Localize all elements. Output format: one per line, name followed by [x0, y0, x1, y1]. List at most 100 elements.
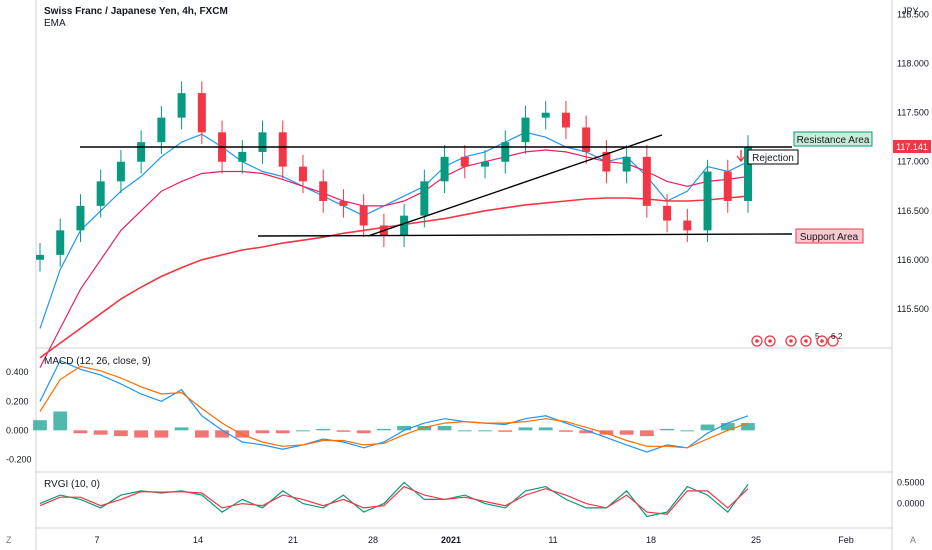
event-marker-dot: [820, 339, 824, 343]
candle-body: [258, 132, 267, 152]
event-marker-icon[interactable]: [816, 335, 828, 347]
symbol-title: Swiss Franc / Japanese Yen, 4h, FXCM: [44, 6, 228, 17]
event-marker-icon[interactable]: [827, 335, 839, 347]
ema-line-2: [39, 149, 749, 368]
macd-histogram-bar: [579, 430, 594, 434]
macd-histogram-bar: [639, 430, 654, 437]
auto-scale-icon[interactable]: A: [910, 535, 916, 545]
time-tick-label: 28: [368, 535, 378, 545]
candle-body: [683, 220, 692, 231]
macd-label[interactable]: MACD (12, 26, close, 9): [44, 356, 151, 367]
macd-tick-label: 0.200: [6, 396, 29, 406]
rvgi-line: [39, 481, 749, 518]
candle-body: [56, 230, 65, 255]
macd-histogram-bar: [356, 430, 371, 434]
rvgi-pane[interactable]: [39, 481, 749, 518]
price-tick-label: 117.500: [897, 108, 929, 118]
time-tick-label: 21: [288, 535, 298, 545]
macd-histogram-bar: [73, 430, 88, 434]
rejection-label: Rejection: [752, 153, 794, 164]
price-tick-label: 117.000: [897, 157, 929, 167]
price-tick-label: 118.500: [897, 10, 929, 20]
macd-histogram-bar: [437, 425, 452, 431]
event-marker-dot: [789, 339, 793, 343]
candle-body: [622, 156, 631, 172]
event-marker-count: 5: [815, 332, 820, 341]
rvgi-signal-line: [39, 485, 749, 515]
time-tick-label: 25: [751, 535, 761, 545]
candle-body: [582, 127, 591, 152]
macd-histogram-bar: [336, 430, 351, 432]
candle-body: [420, 181, 429, 216]
macd-histogram-bar: [660, 428, 674, 431]
event-marker-icon[interactable]: [785, 335, 797, 347]
macd-histogram-bar: [397, 425, 411, 431]
candle-body: [238, 151, 247, 162]
price-tick-label: 118.000: [897, 59, 929, 69]
macd-histogram-bar: [518, 427, 533, 431]
event-markers[interactable]: 5 6 2: [751, 332, 843, 347]
indicator-label[interactable]: EMA: [44, 18, 66, 29]
candle-body: [319, 181, 328, 201]
candle-body: [137, 142, 146, 162]
candle-body: [460, 156, 469, 167]
candle-body: [197, 93, 206, 133]
rejection-label-box[interactable]: [747, 149, 799, 165]
macd-pane[interactable]: [33, 359, 755, 453]
candle-body: [96, 181, 105, 206]
event-marker-dot: [755, 339, 759, 343]
time-tick-label: 18: [646, 535, 656, 545]
candle-body: [278, 132, 287, 167]
trend-line[interactable]: [367, 134, 663, 237]
candle-body: [298, 166, 307, 182]
event-marker-icon[interactable]: [800, 335, 812, 347]
macd-line: [39, 359, 749, 453]
macd-histogram-bar: [700, 424, 715, 431]
candle-body: [339, 200, 348, 206]
macd-histogram-bar: [377, 428, 391, 431]
zoom-icon[interactable]: Z: [6, 535, 12, 545]
candle-body: [359, 205, 368, 226]
candle-body: [642, 156, 651, 206]
macd-histogram-bar: [134, 430, 149, 438]
event-marker-icon[interactable]: [751, 335, 763, 347]
macd-histogram-bar: [235, 430, 250, 438]
event-marker-icon[interactable]: [764, 335, 776, 347]
candle-body: [521, 117, 530, 143]
rvgi-tick-label: 0.5000: [897, 477, 925, 487]
rvgi-label[interactable]: RVGI (10, 0): [44, 479, 100, 490]
candle-body: [400, 215, 409, 236]
event-marker-count: 2: [838, 332, 843, 341]
price-axis[interactable]: 115.500 116.000 116.500 117.000 117.500 118.0…: [6, 10, 929, 509]
macd-tick-label: -0.200: [6, 454, 32, 464]
macd-histogram-bar: [498, 430, 513, 432]
support-line[interactable]: [257, 233, 793, 237]
candle-body: [481, 161, 490, 167]
macd-histogram-bar: [53, 411, 68, 431]
macd-histogram-bar: [174, 427, 189, 431]
candle-body: [157, 117, 166, 143]
macd-histogram-bar: [33, 420, 47, 431]
macd-histogram-bar: [619, 430, 634, 435]
macd-histogram-bar: [680, 430, 695, 432]
macd-histogram-bar: [599, 430, 614, 435]
macd-histogram-bar: [194, 430, 209, 438]
time-axis[interactable]: 7 14 21 28 2021 11 18 25 Feb: [94, 535, 853, 545]
last-price-tag: [893, 140, 931, 153]
price-tick-label: 116.000: [897, 255, 929, 265]
macd-histogram-bar: [457, 430, 472, 432]
macd-histogram-bar: [538, 427, 553, 431]
macd-histogram-bar: [154, 430, 169, 438]
macd-histogram-bar: [316, 428, 331, 431]
candle-body: [723, 171, 732, 201]
macd-histogram-bar: [215, 430, 229, 438]
macd-histogram-bar: [296, 430, 310, 432]
event-marker-count: 6: [831, 332, 836, 341]
support-label-box[interactable]: [795, 228, 864, 244]
resistance-label-box[interactable]: [793, 131, 873, 147]
macd-histogram-bar: [478, 430, 492, 432]
price-tick-label: 116.500: [897, 206, 929, 216]
macd-histogram-bar: [93, 430, 108, 435]
price-pane[interactable]: [36, 81, 752, 368]
